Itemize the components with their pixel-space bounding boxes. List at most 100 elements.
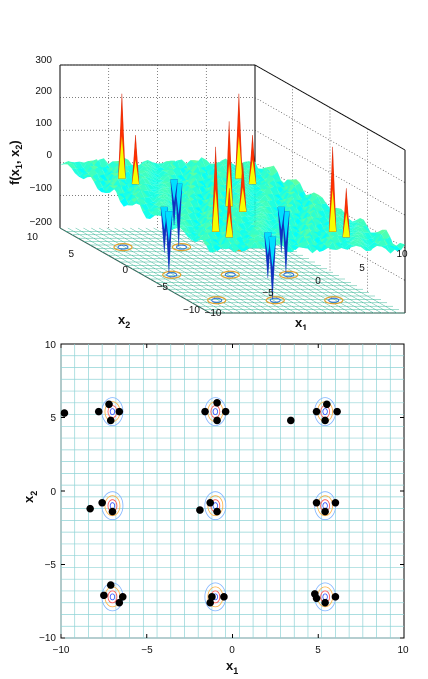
surface-patch <box>154 170 163 175</box>
solution-point <box>287 416 295 425</box>
floor-contour-blob <box>117 244 129 250</box>
solution-point <box>100 591 108 600</box>
surface-patch <box>351 226 361 231</box>
surface-patch <box>144 197 153 205</box>
surface-patch <box>303 244 313 254</box>
surface-patch <box>267 232 277 235</box>
surface-patch <box>69 161 79 170</box>
surface-patch <box>144 176 154 183</box>
surface-patch <box>348 240 358 245</box>
surface-patch <box>319 215 329 225</box>
surface-patch <box>230 240 240 253</box>
surface-patch <box>380 238 389 246</box>
surface-patch <box>244 209 254 216</box>
surface-patch <box>233 193 242 199</box>
surface-patch <box>245 199 255 204</box>
surface-patch <box>247 184 257 190</box>
solution-point <box>333 407 341 416</box>
surface-patch <box>246 232 255 236</box>
surface-patch <box>147 171 156 178</box>
surface-patch <box>359 231 368 239</box>
surface-patch <box>157 188 167 192</box>
solution-point <box>312 407 321 416</box>
surface-patch <box>195 236 204 240</box>
surface-patch <box>138 175 148 180</box>
surface-patch <box>173 166 183 176</box>
floor-contour-blob <box>279 270 299 279</box>
solution-point <box>201 407 209 416</box>
surface-trough <box>282 211 290 243</box>
solution-point <box>115 598 124 607</box>
y-tick-label: −10 <box>39 633 56 644</box>
contour-x-tick-labels: −10 −5 0 5 10 <box>53 645 409 656</box>
surface-patch <box>179 218 189 222</box>
surface-patch <box>283 179 293 187</box>
surface-patch <box>231 205 240 213</box>
surface-patch <box>250 207 260 211</box>
y-tick-label: 5 <box>68 249 74 260</box>
surface-patch <box>217 176 227 183</box>
surface-patch <box>348 234 357 237</box>
z-tick-label: −100 <box>29 183 52 194</box>
surface-patch <box>138 161 147 167</box>
solution-point <box>206 598 215 607</box>
contour-ring <box>109 408 116 416</box>
solution-point <box>108 507 117 516</box>
surface-patch <box>178 220 188 227</box>
surface-patch <box>259 242 269 250</box>
surface-patch <box>248 204 257 209</box>
solution-point <box>213 507 221 516</box>
surface-patch <box>156 175 166 177</box>
surface-patch <box>183 231 193 240</box>
surface-patch <box>377 229 387 235</box>
floor-mesh-line <box>137 227 289 314</box>
surface-patch <box>265 226 274 232</box>
solution-point <box>220 593 228 601</box>
surface-patch <box>243 181 253 188</box>
surface-patch <box>83 173 93 180</box>
floor-mesh-line <box>161 227 312 314</box>
solution-point <box>321 507 329 516</box>
surface-patch <box>151 185 160 190</box>
surface-patch <box>338 235 348 242</box>
x-tick-label: −10 <box>53 645 70 656</box>
surface-patch <box>378 237 387 247</box>
surface-patch <box>182 205 192 212</box>
surface-patch <box>253 210 263 214</box>
surface-patch <box>279 178 288 185</box>
surface-patch <box>262 211 271 220</box>
surface-peak <box>118 136 126 179</box>
floor-mesh-line <box>106 227 257 314</box>
surface-patch <box>331 234 341 244</box>
surface-patch <box>151 208 160 216</box>
x-tick-label: 10 <box>396 249 408 260</box>
y-tick-label: 10 <box>45 340 57 351</box>
contour-points <box>60 399 341 607</box>
surface-patch <box>313 208 322 217</box>
surface-patch <box>165 192 174 201</box>
surface-patch <box>252 212 261 218</box>
surface-patch <box>257 211 266 215</box>
surface-patch <box>359 238 369 247</box>
surface-patch <box>336 207 345 214</box>
surface-patch <box>233 220 242 229</box>
x-tick-label: −5 <box>141 645 153 656</box>
surface-patch <box>276 197 285 207</box>
surface-patch <box>245 188 254 196</box>
surface-plot: 300 200 100 0 −100 −200 10 5 0 −5 −10 −1… <box>7 55 408 330</box>
surface-patch <box>156 198 166 203</box>
surface-patch <box>265 165 274 170</box>
y-axis-label: x2 <box>118 312 130 330</box>
surface-patch <box>245 161 254 167</box>
floor-contour-blob <box>211 297 223 303</box>
floor-mesh-line <box>75 227 226 314</box>
surface-patch <box>351 237 360 242</box>
surface-patch <box>231 194 240 203</box>
surface-patch <box>137 195 146 206</box>
surface-patch <box>208 194 218 200</box>
surface-patch <box>116 189 125 202</box>
surface-patch <box>323 245 332 251</box>
surface-patch <box>334 228 344 236</box>
surface-patch <box>201 215 210 225</box>
surface-patch <box>310 245 320 252</box>
